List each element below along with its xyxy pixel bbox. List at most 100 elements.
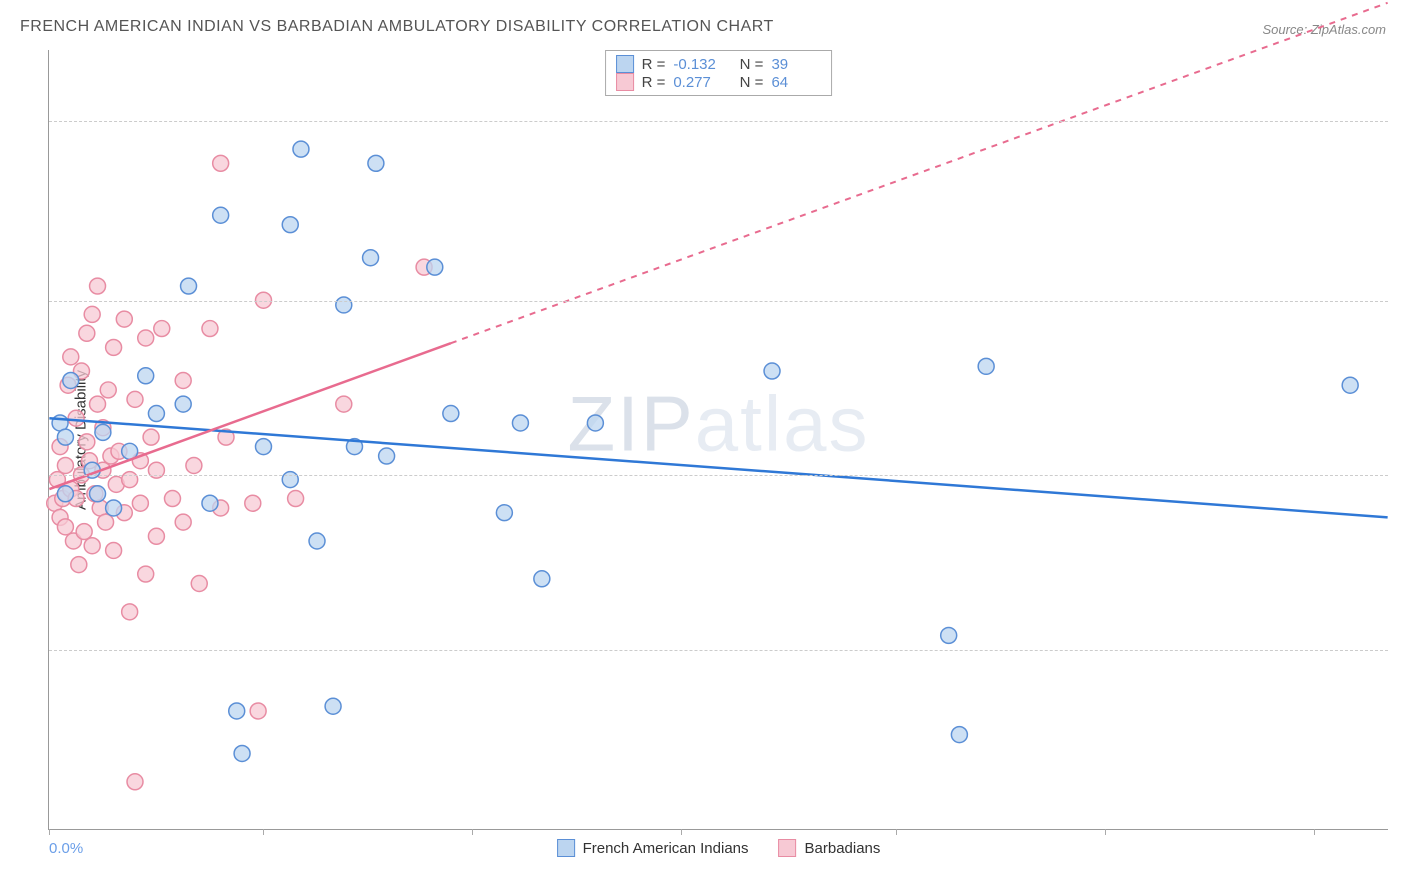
bottom-legend: French American Indians Barbadians xyxy=(557,839,881,857)
chart-plot-area: Ambulatory Disability ZIPatlas R = -0.13… xyxy=(48,50,1388,830)
stats-n-value: 39 xyxy=(771,56,821,73)
scatter-point xyxy=(175,372,191,388)
legend-swatch xyxy=(779,839,797,857)
scatter-point xyxy=(57,519,73,535)
stats-n-label: N = xyxy=(731,56,763,73)
scatter-point xyxy=(148,406,164,422)
gridline xyxy=(49,475,1388,476)
scatter-point xyxy=(443,406,459,422)
scatter-point xyxy=(186,457,202,473)
chart-svg xyxy=(49,50,1388,829)
scatter-point xyxy=(941,627,957,643)
stats-r-value: -0.132 xyxy=(673,56,723,73)
y-tick-label: 3.8% xyxy=(1393,642,1406,659)
scatter-point xyxy=(138,330,154,346)
scatter-point xyxy=(587,415,603,431)
x-tick xyxy=(1105,829,1106,835)
scatter-point xyxy=(63,349,79,365)
x-tick xyxy=(49,829,50,835)
scatter-point xyxy=(427,259,443,275)
stats-swatch xyxy=(616,73,634,91)
gridline xyxy=(49,650,1388,651)
scatter-point xyxy=(534,571,550,587)
chart-title: FRENCH AMERICAN INDIAN VS BARBADIAN AMBU… xyxy=(20,18,774,36)
scatter-point xyxy=(71,557,87,573)
scatter-point xyxy=(213,207,229,223)
scatter-point xyxy=(202,495,218,511)
stats-r-label: R = xyxy=(642,74,666,91)
legend-item: Barbadians xyxy=(779,839,881,857)
scatter-point xyxy=(1342,377,1358,393)
scatter-point xyxy=(63,372,79,388)
stats-r-value: 0.277 xyxy=(673,74,723,91)
legend-item: French American Indians xyxy=(557,839,749,857)
gridline xyxy=(49,301,1388,302)
scatter-point xyxy=(191,576,207,592)
y-tick-label: 11.2% xyxy=(1393,292,1406,309)
legend-label: French American Indians xyxy=(583,840,749,857)
regression-line-extrapolated xyxy=(451,3,1388,343)
scatter-point xyxy=(84,538,100,554)
stats-r-label: R = xyxy=(642,56,666,73)
scatter-point xyxy=(363,250,379,266)
scatter-point xyxy=(309,533,325,549)
scatter-point xyxy=(95,424,111,440)
scatter-point xyxy=(496,505,512,521)
x-axis-end-label: 25.0% xyxy=(1393,840,1406,857)
scatter-point xyxy=(234,745,250,761)
scatter-point xyxy=(245,495,261,511)
scatter-point xyxy=(175,514,191,530)
scatter-point xyxy=(293,141,309,157)
scatter-point xyxy=(132,495,148,511)
scatter-point xyxy=(951,727,967,743)
scatter-point xyxy=(106,339,122,355)
scatter-point xyxy=(76,524,92,540)
scatter-point xyxy=(79,434,95,450)
source-label: Source: ZipAtlas.com xyxy=(1262,22,1386,37)
scatter-point xyxy=(143,429,159,445)
scatter-point xyxy=(148,528,164,544)
scatter-point xyxy=(325,698,341,714)
scatter-point xyxy=(106,542,122,558)
scatter-point xyxy=(84,306,100,322)
stats-row: R = 0.277 N = 64 xyxy=(616,73,822,91)
regression-line xyxy=(49,343,450,489)
scatter-point xyxy=(175,396,191,412)
scatter-point xyxy=(512,415,528,431)
scatter-point xyxy=(122,604,138,620)
x-tick xyxy=(472,829,473,835)
scatter-point xyxy=(106,500,122,516)
scatter-point xyxy=(181,278,197,294)
scatter-point xyxy=(90,486,106,502)
scatter-point xyxy=(250,703,266,719)
scatter-point xyxy=(122,472,138,488)
scatter-point xyxy=(154,321,170,337)
scatter-point xyxy=(282,217,298,233)
scatter-point xyxy=(57,429,73,445)
scatter-point xyxy=(127,774,143,790)
scatter-point xyxy=(336,297,352,313)
scatter-point xyxy=(202,321,218,337)
y-tick-label: 15.0% xyxy=(1393,112,1406,129)
scatter-point xyxy=(57,457,73,473)
stats-n-value: 64 xyxy=(771,74,821,91)
x-tick xyxy=(263,829,264,835)
scatter-point xyxy=(138,368,154,384)
scatter-point xyxy=(127,391,143,407)
scatter-point xyxy=(764,363,780,379)
x-tick xyxy=(1314,829,1315,835)
scatter-point xyxy=(978,358,994,374)
scatter-point xyxy=(138,566,154,582)
scatter-point xyxy=(164,491,180,507)
scatter-point xyxy=(229,703,245,719)
legend-label: Barbadians xyxy=(805,840,881,857)
scatter-point xyxy=(98,514,114,530)
scatter-point xyxy=(288,491,304,507)
stats-n-label: N = xyxy=(731,74,763,91)
x-tick xyxy=(896,829,897,835)
scatter-point xyxy=(213,155,229,171)
gridline xyxy=(49,121,1388,122)
correlation-stats-box: R = -0.132 N = 39R = 0.277 N = 64 xyxy=(605,50,833,96)
stats-row: R = -0.132 N = 39 xyxy=(616,55,822,73)
scatter-point xyxy=(379,448,395,464)
